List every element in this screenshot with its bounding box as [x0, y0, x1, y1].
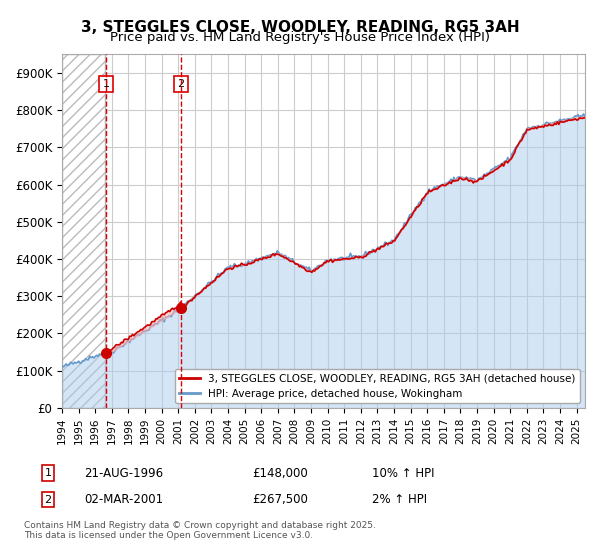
- Text: 1: 1: [103, 79, 109, 89]
- Text: 1: 1: [44, 468, 52, 478]
- Text: 3, STEGGLES CLOSE, WOODLEY, READING, RG5 3AH: 3, STEGGLES CLOSE, WOODLEY, READING, RG5…: [80, 20, 520, 35]
- Text: 02-MAR-2001: 02-MAR-2001: [84, 493, 163, 506]
- Text: 2: 2: [44, 494, 52, 505]
- Legend: 3, STEGGLES CLOSE, WOODLEY, READING, RG5 3AH (detached house), HPI: Average pric: 3, STEGGLES CLOSE, WOODLEY, READING, RG5…: [175, 369, 580, 403]
- Bar: [62, 54, 105, 408]
- Text: 2% ↑ HPI: 2% ↑ HPI: [372, 493, 427, 506]
- Text: Price paid vs. HM Land Registry's House Price Index (HPI): Price paid vs. HM Land Registry's House …: [110, 31, 490, 44]
- Text: 10% ↑ HPI: 10% ↑ HPI: [372, 466, 434, 480]
- Text: Contains HM Land Registry data © Crown copyright and database right 2025.
This d: Contains HM Land Registry data © Crown c…: [24, 521, 376, 540]
- Text: 21-AUG-1996: 21-AUG-1996: [84, 466, 163, 480]
- Text: 2: 2: [178, 79, 185, 89]
- Text: £267,500: £267,500: [252, 493, 308, 506]
- Text: £148,000: £148,000: [252, 466, 308, 480]
